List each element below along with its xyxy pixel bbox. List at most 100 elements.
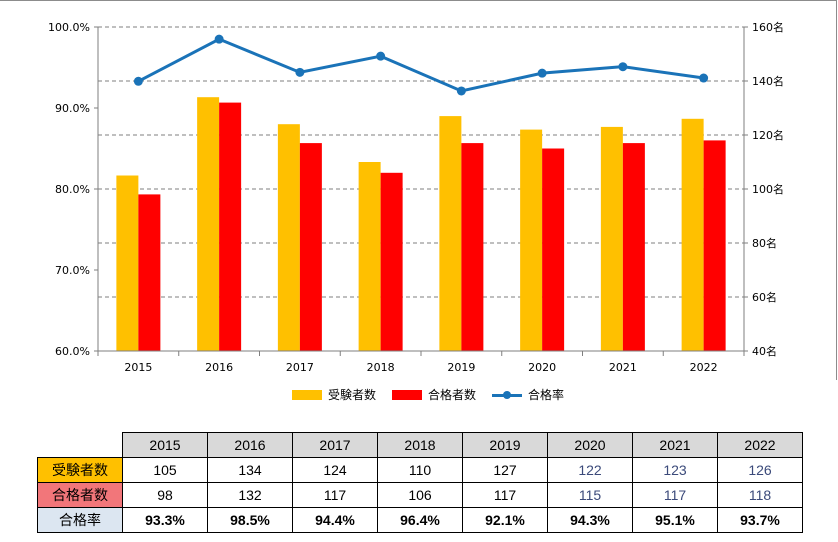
table-cell: 122 — [547, 457, 633, 483]
bar-passers-2021[interactable] — [622, 143, 645, 351]
table-cell: 98.5% — [207, 507, 293, 533]
table-year-header: 2018 — [377, 432, 463, 458]
table-cell: 117 — [462, 482, 548, 508]
table-cell: 126 — [717, 457, 803, 483]
table-cell: 117 — [292, 482, 378, 508]
legend-item-applicants[interactable]: 受験者数 — [292, 386, 376, 403]
axes — [94, 26, 748, 356]
pass-rate-point-2020[interactable] — [537, 68, 547, 78]
bar-passers-2016[interactable] — [219, 102, 242, 351]
table-cell: 98 — [122, 482, 208, 508]
pass-rate-point-2018[interactable] — [376, 51, 386, 61]
right-tick-label: 100名 — [752, 182, 784, 196]
table-year-header: 2015 — [122, 432, 208, 458]
table-row: 合格者数 98 132 117 106 117 115 117 118 — [37, 482, 803, 508]
table-cell: 124 — [292, 457, 378, 483]
x-tick-label: 2020 — [528, 361, 556, 374]
gridlines — [98, 26, 744, 298]
pass-rate-point-2021[interactable] — [618, 62, 628, 72]
pass-rate-point-2017[interactable] — [295, 67, 305, 77]
table-row-header: 受験者数 — [37, 457, 123, 483]
right-axis-ticks: 40名 60名 80名 100名 120名 140名 160名 — [752, 20, 784, 358]
bar-passers-2015[interactable] — [138, 194, 161, 351]
table-cell: 93.3% — [122, 507, 208, 533]
rate-line — [133, 34, 709, 96]
right-tick-label: 60名 — [752, 290, 777, 304]
table-cell: 115 — [547, 482, 633, 508]
bar-applicants-2017[interactable] — [277, 124, 300, 351]
left-tick-label: 100.0% — [48, 21, 90, 34]
right-tick-label: 160名 — [752, 20, 784, 34]
bar-passers-2020[interactable] — [542, 148, 565, 352]
x-tick-label: 2021 — [609, 361, 637, 374]
left-tick-label: 60.0% — [55, 345, 90, 358]
table-cell: 106 — [377, 482, 463, 508]
table-row: 合格率 93.3% 98.5% 94.4% 96.4% 92.1% 94.3% 95.1% 93… — [37, 507, 803, 533]
table-cell: 127 — [462, 457, 548, 483]
table-cell: 123 — [632, 457, 718, 483]
legend-label-pass-rate: 合格率 — [528, 388, 565, 402]
table-cell: 94.4% — [292, 507, 378, 533]
table-row-header: 合格率 — [37, 507, 123, 533]
left-axis-ticks: 60.0% 70.0% 80.0% 90.0% 100.0% — [48, 21, 90, 358]
table-cell: 94.3% — [547, 507, 633, 533]
legend-swatch-pass-rate — [492, 390, 523, 400]
table-cell: 117 — [632, 482, 718, 508]
legend-swatch-applicants — [292, 389, 322, 400]
right-tick-label: 80名 — [752, 236, 777, 250]
table-year-header: 2022 — [717, 432, 803, 458]
bar-applicants-2018[interactable] — [358, 162, 381, 351]
legend-swatch-passers — [392, 389, 423, 400]
table-year-header: 2020 — [547, 432, 633, 458]
pass-rate-point-2022[interactable] — [699, 73, 709, 83]
pass-rate-point-2015[interactable] — [133, 76, 143, 86]
table-cell: 118 — [717, 482, 803, 508]
pass-rate-line — [137, 37, 704, 93]
pass-rate-point-2019[interactable] — [456, 86, 466, 96]
bars — [116, 97, 726, 352]
x-tick-label: 2022 — [690, 361, 718, 374]
table-corner — [37, 432, 123, 458]
legend-item-passers[interactable]: 合格者数 — [392, 386, 476, 403]
table-cell: 93.7% — [717, 507, 803, 533]
bar-applicants-2020[interactable] — [520, 129, 543, 351]
bar-passers-2019[interactable] — [461, 143, 484, 351]
table-row-header: 合格者数 — [37, 482, 123, 508]
bar-applicants-2019[interactable] — [439, 116, 462, 351]
table-cell: 105 — [122, 457, 208, 483]
table-year-header: 2019 — [462, 432, 548, 458]
bar-applicants-2015[interactable] — [116, 175, 139, 352]
right-tick-label: 120名 — [752, 128, 784, 142]
legend: 受験者数 合格者数 合格率 — [292, 386, 580, 403]
bar-applicants-2022[interactable] — [681, 118, 704, 351]
x-tick-label: 2016 — [205, 361, 233, 374]
bar-applicants-2021[interactable] — [600, 126, 623, 352]
pass-rate-point-2016[interactable] — [214, 34, 224, 44]
legend-label-passers: 合格者数 — [428, 388, 477, 402]
left-tick-label: 80.0% — [55, 183, 90, 196]
right-tick-label: 40名 — [752, 344, 777, 358]
table-cell: 96.4% — [377, 507, 463, 533]
combo-chart: 60.0% 70.0% 80.0% 90.0% 100.0% 40名 60名 80名 100名… — [48, 20, 784, 374]
table-year-header: 2016 — [207, 432, 293, 458]
x-tick-label: 2015 — [124, 361, 152, 374]
bar-passers-2017[interactable] — [299, 143, 322, 351]
bar-applicants-2016[interactable] — [197, 97, 220, 351]
legend-item-pass-rate[interactable]: 合格率 — [492, 386, 564, 403]
bar-passers-2018[interactable] — [380, 172, 403, 351]
x-tick-label: 2019 — [447, 361, 475, 374]
left-tick-label: 70.0% — [55, 264, 90, 277]
table-row: 受験者数 105 134 124 110 127 122 123 126 — [37, 457, 803, 483]
legend-label-applicants: 受験者数 — [328, 388, 377, 402]
chart-frame — [0, 0, 837, 380]
table-cell: 110 — [377, 457, 463, 483]
table-year-header: 2017 — [292, 432, 378, 458]
table-year-header: 2021 — [632, 432, 718, 458]
right-tick-label: 140名 — [752, 74, 784, 88]
left-tick-label: 90.0% — [55, 102, 90, 115]
table-cell: 95.1% — [632, 507, 718, 533]
bar-passers-2022[interactable] — [703, 140, 726, 351]
x-tick-label: 2017 — [286, 361, 314, 374]
table-cell: 134 — [207, 457, 293, 483]
x-axis-ticks: 2015 2016 2017 2018 2019 2020 2021 2022 — [124, 361, 717, 374]
